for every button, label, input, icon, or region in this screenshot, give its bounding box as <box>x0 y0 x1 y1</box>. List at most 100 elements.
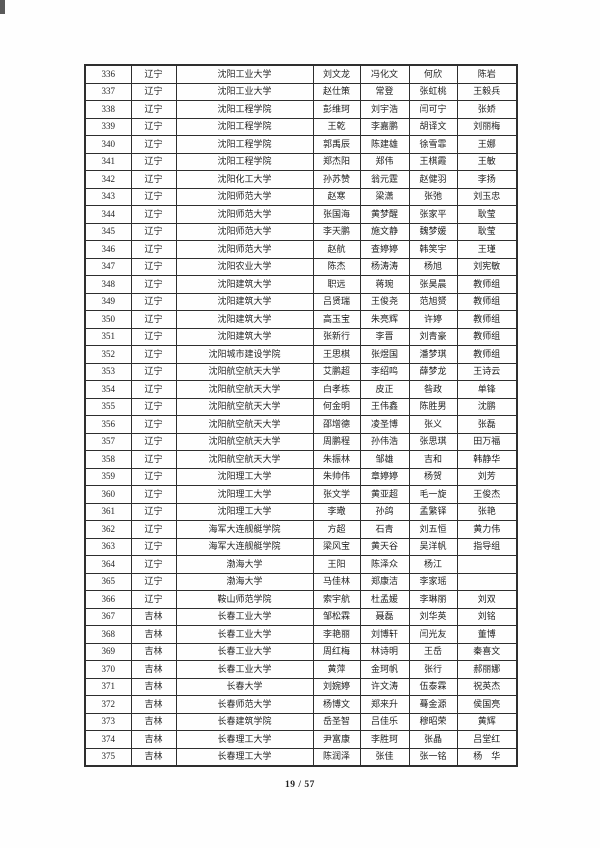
province-cell: 吉林 <box>130 747 177 767</box>
province-cell: 辽宁 <box>130 275 177 294</box>
member-cell: 杨旭 <box>408 257 458 276</box>
member-cell: 李天鹏 <box>312 222 361 241</box>
member-cell: 刘华英 <box>408 607 458 626</box>
university-cell: 沈阳工程学院 <box>175 100 314 119</box>
member-cell: 刘婉婷 <box>312 677 361 696</box>
university-cell: 海军大连舰艇学院 <box>175 537 314 556</box>
province-cell: 吉林 <box>130 642 177 661</box>
province-cell: 吉林 <box>130 660 177 679</box>
member-cell: 高玉宝 <box>312 310 361 329</box>
row-number-cell: 345 <box>84 222 132 241</box>
row-number-cell: 372 <box>84 695 132 714</box>
university-cell: 长春理工大学 <box>175 747 314 767</box>
member-cell: 彭维珂 <box>312 100 361 119</box>
row-number-cell: 353 <box>84 362 132 381</box>
member-cell: 张弛 <box>408 187 458 206</box>
member-cell: 郑来升 <box>359 695 410 714</box>
member-cell: 周红梅 <box>312 642 361 661</box>
member-cell: 刘青豪 <box>408 327 458 346</box>
university-cell: 鞍山师范学院 <box>175 590 314 609</box>
member-cell: 李家瑶 <box>408 572 458 591</box>
university-cell: 沈阳航空航天大学 <box>175 415 314 434</box>
member-cell: 刘双 <box>456 590 518 609</box>
member-cell: 陈润泽 <box>312 747 361 767</box>
member-cell: 刘宇浩 <box>359 100 410 119</box>
member-cell: 章婷婷 <box>359 467 410 486</box>
row-number-cell: 350 <box>84 310 132 329</box>
member-cell: 教师组 <box>456 292 518 311</box>
member-cell: 王棋霞 <box>408 152 458 171</box>
university-cell: 沈阳师范大学 <box>175 222 314 241</box>
member-cell: 刘宪敏 <box>456 257 518 276</box>
member-cell: 王毅兵 <box>456 82 518 101</box>
province-cell: 辽宁 <box>130 257 177 276</box>
member-cell: 皮正 <box>359 380 410 399</box>
member-cell: 金珂帆 <box>359 660 410 679</box>
university-cell: 沈阳建筑大学 <box>175 275 314 294</box>
member-cell: 张一铭 <box>408 747 458 767</box>
province-cell: 辽宁 <box>130 310 177 329</box>
university-cell: 长春工业大学 <box>175 607 314 626</box>
member-cell: 聂磊 <box>359 607 410 626</box>
province-cell: 辽宁 <box>130 590 177 609</box>
province-cell: 辽宁 <box>130 380 177 399</box>
member-cell: 刘博轩 <box>359 625 410 644</box>
member-cell: 刘玉忠 <box>456 187 518 206</box>
province-cell: 辽宁 <box>130 415 177 434</box>
member-cell: 刘丽梅 <box>456 117 518 136</box>
table-row: 347 辽宁 沈阳农业大学 陈杰 杨涛涛 杨旭 刘宪敏 <box>84 257 518 276</box>
member-cell: 王乾 <box>312 117 361 136</box>
member-cell: 张虹桃 <box>408 82 458 101</box>
member-cell: 张晶 <box>408 730 458 749</box>
row-number-cell: 340 <box>84 135 132 154</box>
member-cell: 薛梦龙 <box>408 362 458 381</box>
member-cell: 沈鹏 <box>456 397 518 416</box>
member-cell: 王诗云 <box>456 362 518 381</box>
university-cell: 渤海大学 <box>175 555 314 574</box>
university-cell: 沈阳工程学院 <box>175 135 314 154</box>
university-cell: 沈阳工业大学 <box>175 82 314 101</box>
province-cell: 辽宁 <box>130 187 177 206</box>
university-cell: 沈阳师范大学 <box>175 187 314 206</box>
university-cell: 沈阳理工大学 <box>175 485 314 504</box>
table-row: 337 辽宁 沈阳工业大学 赵仕策 常登 张虹桃 王毅兵 <box>84 82 518 101</box>
member-cell: 耿莹 <box>456 205 518 224</box>
member-cell: 黄辉 <box>456 712 518 731</box>
member-cell: 郑康洁 <box>359 572 410 591</box>
member-cell: 蓦金源 <box>408 695 458 714</box>
province-cell: 辽宁 <box>130 292 177 311</box>
row-number-cell: 362 <box>84 520 132 539</box>
member-cell: 王思棋 <box>312 345 361 364</box>
university-cell: 沈阳航空航天大学 <box>175 450 314 469</box>
member-cell: 邹松霖 <box>312 607 361 626</box>
row-number-cell: 352 <box>84 345 132 364</box>
table-row: 355 辽宁 沈阳航空航天大学 何金明 王伟鑫 陈胜男 沈鹏 <box>84 397 518 416</box>
member-cell: 单锋 <box>456 380 518 399</box>
table-row: 368 吉林 长春工业大学 李艳丽 刘博轩 闫光友 董博 <box>84 625 518 644</box>
member-cell: 李晋 <box>359 327 410 346</box>
province-cell: 辽宁 <box>130 327 177 346</box>
member-cell: 孟繁铎 <box>408 502 458 521</box>
member-cell: 刘文龙 <box>312 64 361 84</box>
table-row: 353 辽宁 沈阳航空航天大学 艾鹏超 李绍鸣 薛梦龙 王诗云 <box>84 362 518 381</box>
member-cell: 黄亚超 <box>359 485 410 504</box>
member-cell: 郑伟 <box>359 152 410 171</box>
table-row: 362 辽宁 海军大连舰艇学院 方超 石青 刘五恒 黄力伟 <box>84 520 518 539</box>
member-cell: 昝政 <box>408 380 458 399</box>
scan-artifact <box>0 0 5 14</box>
member-cell: 张家平 <box>408 205 458 224</box>
table-row: 369 吉林 长春工业大学 周红梅 林诗明 王岳 秦喜文 <box>84 642 518 661</box>
member-cell: 张义 <box>408 415 458 434</box>
row-number-cell: 359 <box>84 467 132 486</box>
member-cell: 孙鸽 <box>359 502 410 521</box>
member-cell: 王娜 <box>456 135 518 154</box>
province-cell: 辽宁 <box>130 135 177 154</box>
row-number-cell: 365 <box>84 572 132 591</box>
member-cell: 田万福 <box>456 432 518 451</box>
table-row: 339 辽宁 沈阳工程学院 王乾 李嘉鹏 胡译文 刘丽梅 <box>84 117 518 136</box>
member-cell: 许婷 <box>408 310 458 329</box>
university-cell: 沈阳城市建设学院 <box>175 345 314 364</box>
member-cell: 指导组 <box>456 537 518 556</box>
member-cell: 黄天谷 <box>359 537 410 556</box>
